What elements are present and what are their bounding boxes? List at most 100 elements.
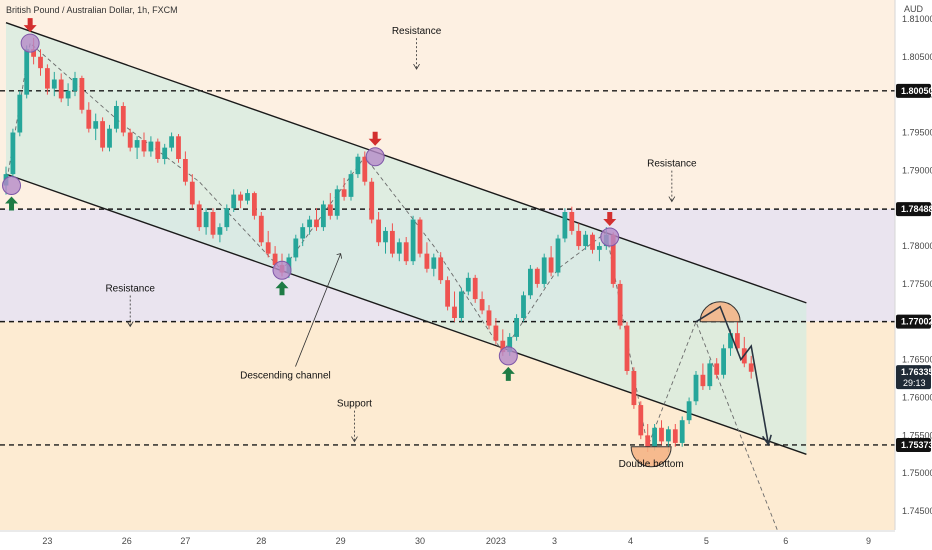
time-tick-label: 27	[180, 536, 190, 546]
candle-body	[93, 121, 99, 129]
pivot-markers	[2, 18, 772, 468]
candle-body	[438, 257, 444, 281]
candle-body	[224, 208, 230, 228]
down-arrow-icon	[368, 131, 382, 146]
candle-body	[72, 77, 78, 91]
candle-body	[86, 109, 92, 129]
candle-body	[383, 230, 388, 243]
candle-body	[479, 299, 485, 311]
price-tick-label: 1.76500	[902, 355, 932, 365]
down-arrow-icon	[23, 18, 37, 33]
candle-body	[493, 325, 499, 341]
candle-body	[341, 189, 347, 197]
candle-body	[79, 77, 85, 110]
candle-body	[65, 90, 71, 99]
candle-body	[555, 238, 561, 273]
candle-body	[700, 374, 706, 387]
time-tick-label: 5	[704, 536, 709, 546]
price-level-tag	[896, 83, 931, 98]
time-axis[interactable]: 23 26 27 28 29 30 2023 3 4 5 6 9	[0, 530, 932, 550]
candle-body	[624, 325, 630, 371]
chart-title: British Pound / Australian Dollar, 1h, F…	[6, 5, 178, 15]
time-tick-label: 29	[336, 536, 346, 546]
candle-body	[590, 234, 595, 250]
candle-body	[735, 333, 740, 349]
current-price-tag	[896, 365, 931, 390]
annotation-pointer	[295, 253, 342, 367]
pivot-circle	[498, 346, 518, 366]
candle-body	[521, 295, 526, 318]
candle-body	[562, 212, 568, 239]
candle-body	[252, 193, 257, 216]
candle-body	[238, 194, 243, 201]
pivot-circle	[20, 33, 40, 53]
channel-lower-line	[5, 173, 807, 455]
candle-body	[155, 141, 161, 159]
candle-body	[721, 348, 726, 375]
candle-body	[500, 340, 506, 353]
pivot-circle	[2, 176, 22, 195]
time-tick-label: 6	[783, 536, 788, 546]
candle-body	[141, 140, 147, 152]
candle-body	[652, 427, 657, 447]
time-ticks: 23 26 27 28 29 30 2023 3 4 5 6 9	[42, 536, 871, 546]
candle-body	[10, 132, 16, 175]
pivot-circle	[365, 147, 385, 167]
price-tick-label: 1.77500	[902, 279, 932, 289]
price-tick-label: 1.74500	[902, 506, 932, 516]
price-tick-label: 1.80500	[902, 52, 932, 62]
price-level-tag	[896, 202, 931, 217]
candle-body	[127, 132, 133, 148]
pivot-circle	[600, 227, 620, 247]
projection-path	[695, 305, 770, 445]
candle-body	[748, 363, 754, 372]
candle-body	[162, 147, 168, 159]
candle-body	[307, 219, 312, 228]
candle-body	[58, 79, 64, 99]
up-arrow-icon	[5, 196, 19, 211]
candle-body	[390, 230, 395, 254]
candle-body	[617, 283, 623, 326]
candle-body	[169, 136, 174, 148]
time-tick-label: 9	[866, 536, 871, 546]
time-axis-bg	[0, 531, 932, 550]
candle-body	[548, 257, 554, 273]
time-tick-label: 4	[628, 536, 633, 546]
candle-body	[459, 291, 464, 318]
annotation-pointer-head	[413, 63, 420, 70]
annotation-label: Support	[337, 399, 372, 410]
price-level-tag	[896, 437, 931, 452]
annotation-label: Double bottom	[619, 459, 684, 470]
candle-body	[638, 405, 644, 436]
candle-body	[100, 121, 105, 148]
candle-body	[528, 268, 533, 296]
candle-body	[445, 280, 450, 307]
annotation-pointer-head	[668, 196, 676, 203]
candle-body	[272, 253, 278, 265]
candle-body	[403, 242, 409, 262]
time-tick-label: 28	[256, 536, 266, 546]
candle-body	[327, 204, 333, 216]
price-tick-label: 1.75500	[902, 430, 932, 440]
candle-body	[293, 238, 299, 258]
candle-body	[583, 234, 588, 247]
currency-label: AUD	[904, 4, 924, 14]
candle-body	[265, 242, 271, 254]
candle-body	[465, 277, 471, 292]
candle-body	[120, 106, 126, 133]
candle-body	[610, 234, 616, 284]
price-axis[interactable]: AUD 1.810001.805001.800001.795001.790001…	[894, 0, 932, 530]
candle-body	[314, 219, 319, 228]
candle-body	[452, 306, 457, 318]
candle-body	[507, 336, 513, 353]
candle-body	[431, 257, 437, 269]
candle-body	[348, 174, 354, 197]
candle-body	[134, 140, 140, 148]
price-tick-label: 1.76000	[902, 393, 932, 403]
price-level-tag-label: 1.80050	[901, 86, 932, 96]
candle-body	[231, 194, 237, 209]
candle-body	[541, 257, 547, 284]
current-price-label: 1.76335	[901, 367, 932, 377]
